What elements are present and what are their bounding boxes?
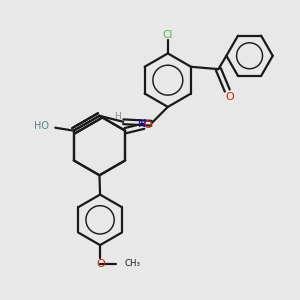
Text: HO: HO bbox=[34, 121, 49, 131]
Text: H: H bbox=[115, 112, 121, 121]
Text: CH₃: CH₃ bbox=[124, 259, 140, 268]
Text: Cl: Cl bbox=[163, 30, 173, 40]
Text: O: O bbox=[144, 120, 152, 130]
Text: N: N bbox=[138, 119, 146, 129]
Text: O: O bbox=[225, 92, 234, 102]
Text: O: O bbox=[97, 259, 105, 269]
